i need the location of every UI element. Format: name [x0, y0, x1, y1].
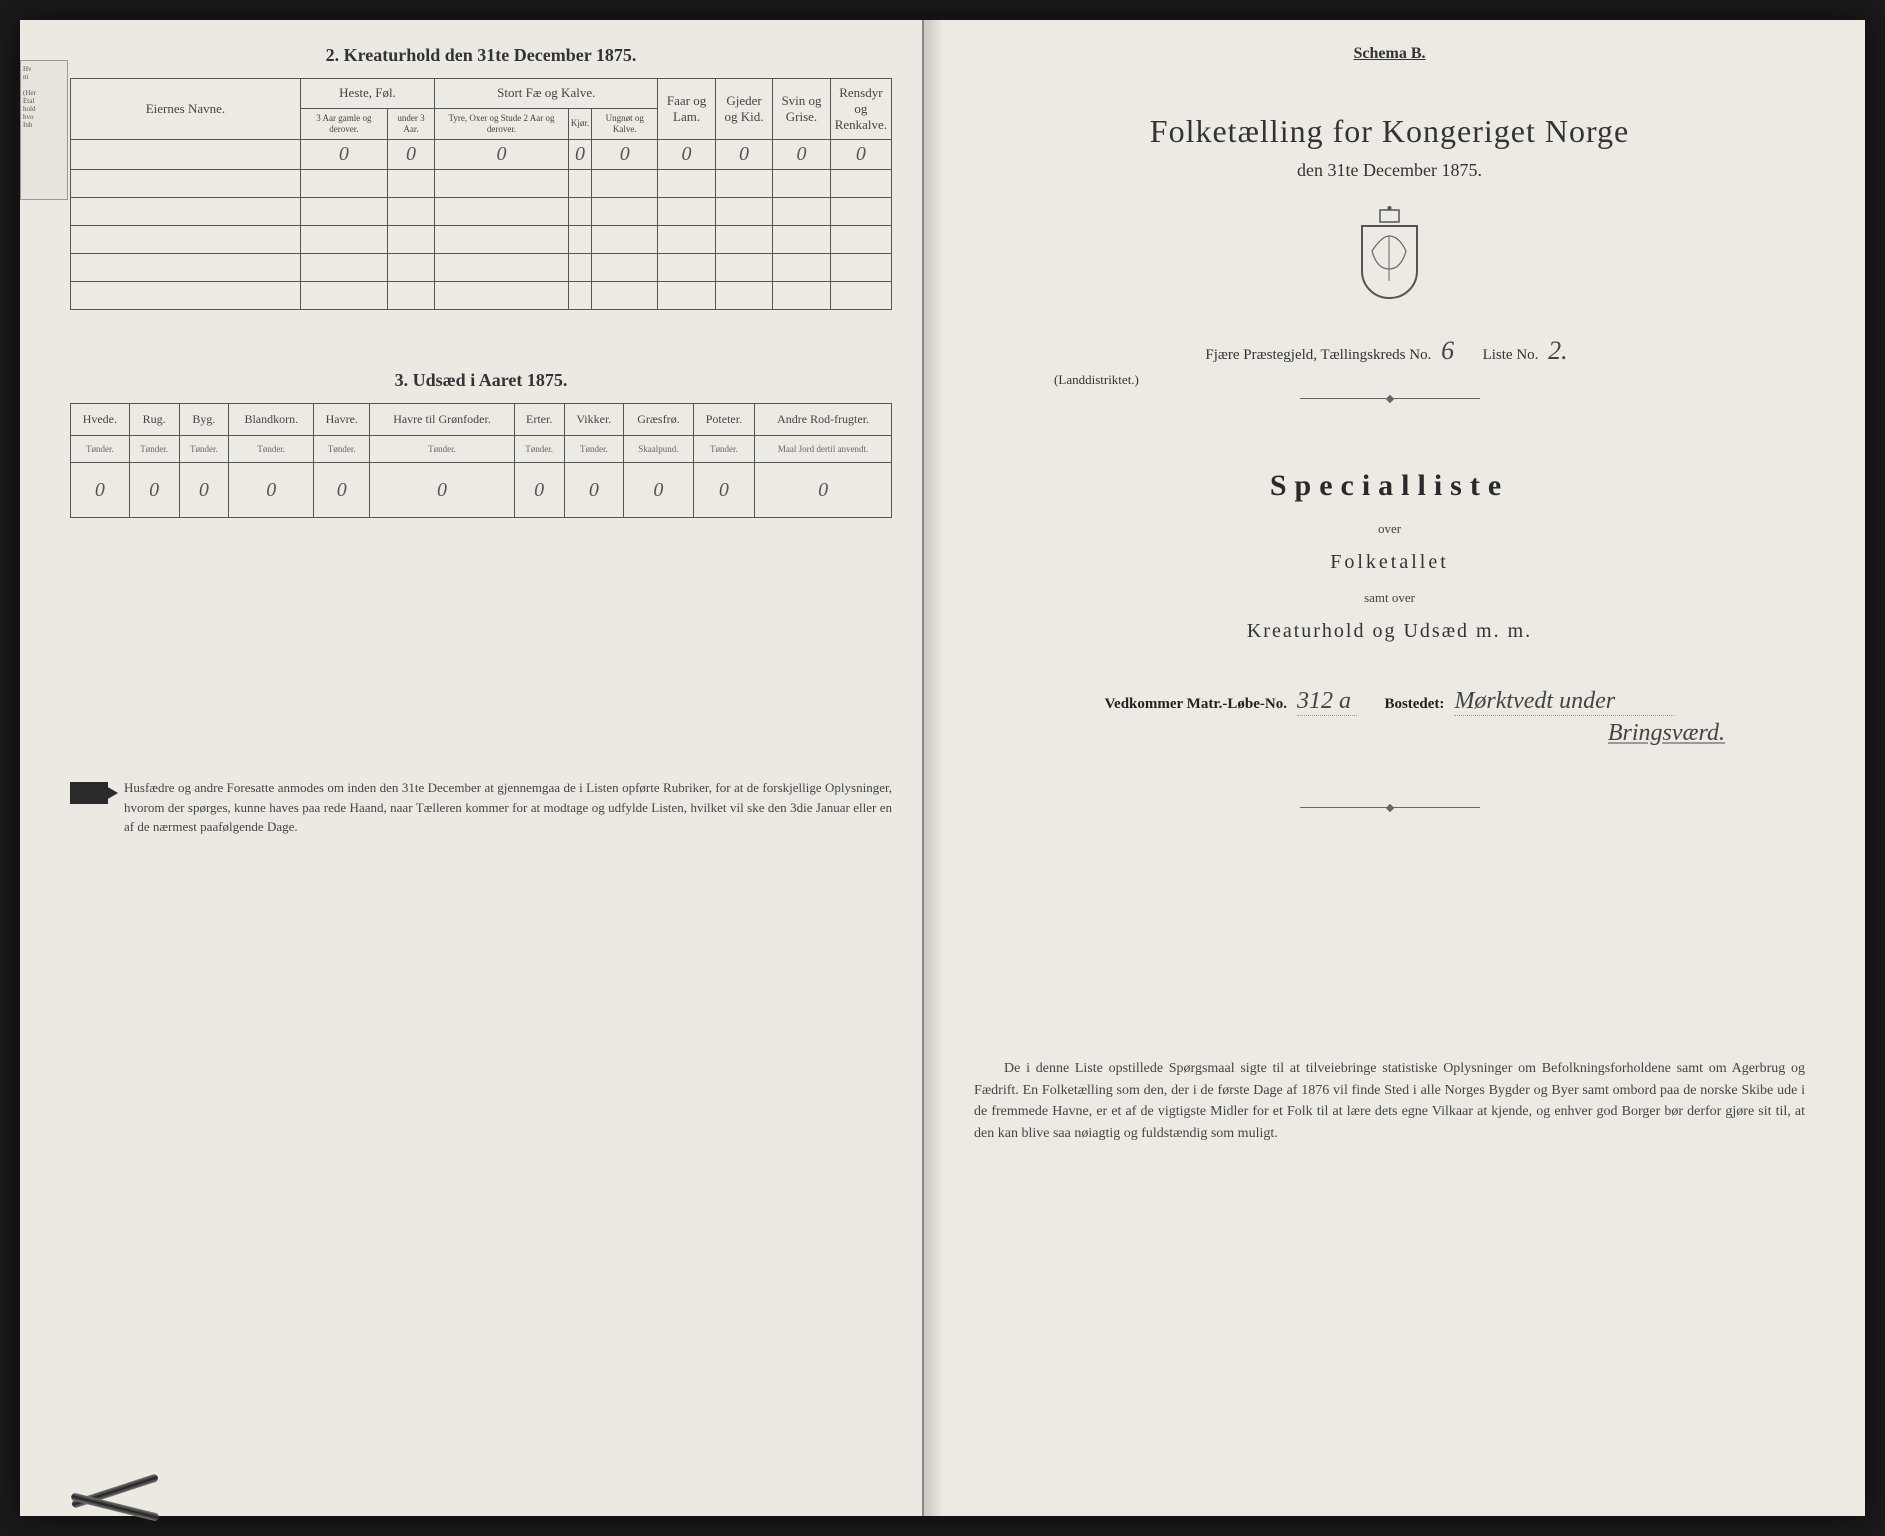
table-row: 0 0 0 0 0 0 0 0 0 0 0: [71, 463, 892, 518]
edge-tab-fragment: Hvni(HerEtalholdhvoInh: [20, 60, 68, 200]
pointing-hand-icon: [70, 782, 108, 804]
divider-ornament: [1300, 398, 1480, 399]
seed-table: Hvede. Rug. Byg. Blandkorn. Havre. Havre…: [70, 403, 892, 518]
left-page: Hvni(HerEtalholdhvoInh 2. Kreaturhold de…: [20, 20, 924, 1516]
table-row: [71, 198, 892, 226]
col-eierne: Eiernes Navne.: [71, 79, 301, 140]
table-header-row: Hvede. Rug. Byg. Blandkorn. Havre. Havre…: [71, 404, 892, 436]
samt-over-label: samt over: [974, 590, 1805, 606]
sub-stort3: Ungnøt og Kalve.: [592, 108, 658, 139]
col-faar: Faar og Lam.: [658, 79, 715, 140]
matr-no: 312 a: [1297, 688, 1357, 716]
landdistrikt-label: (Landdistriktet.): [1054, 372, 1805, 388]
liste-no: 2.: [1542, 336, 1574, 365]
schema-b-label: Schema B.: [974, 45, 1805, 63]
section3-title: 3. Udsæd i Aaret 1875.: [70, 370, 892, 391]
col-svin: Svin og Grise.: [773, 79, 830, 140]
instruction-block: Husfædre og andre Foresatte anmodes om i…: [70, 778, 892, 837]
main-subtitle: den 31te December 1875.: [974, 160, 1805, 181]
table-row: [71, 226, 892, 254]
instruction-text: Husfædre og andre Foresatte anmodes om i…: [124, 778, 892, 837]
folketallet-label: Folketallet: [974, 551, 1805, 574]
livestock-table: Eiernes Navne. Heste, Føl. Stort Fæ og K…: [70, 78, 892, 310]
table-row: 0 0 0 0 0 0 0 0 0: [71, 140, 892, 170]
sub-stort2: Kjør.: [568, 108, 591, 139]
table-row: [71, 282, 892, 310]
divider-ornament: [1300, 807, 1480, 808]
grp-heste: Heste, Føl.: [300, 79, 434, 109]
bostedet-line1: Mørktvedt under: [1454, 688, 1674, 716]
kreatur-line: Kreaturhold og Udsæd m. m.: [974, 620, 1805, 643]
kreds-no: 6: [1435, 336, 1460, 365]
table-row: [71, 254, 892, 282]
over-label: over: [974, 521, 1805, 537]
body-paragraph: De i denne Liste opstillede Spørgsmaal s…: [974, 1058, 1805, 1145]
col-rensdyr: Rensdyr og Renkalve.: [830, 79, 891, 140]
vedkommer-row: Vedkommer Matr.-Løbe-No. 312 a Bostedet:…: [974, 688, 1805, 716]
grp-stort: Stort Fæ og Kalve.: [435, 79, 658, 109]
sub-heste1: 3 Aar gamle og derover.: [300, 108, 387, 139]
table-subheader-row: Tønder. Tønder. Tønder. Tønder. Tønder. …: [71, 436, 892, 463]
parish-line: Fjære Præstegjeld, Tællingskreds No. 6 L…: [974, 336, 1805, 366]
coat-of-arms-icon: [1352, 206, 1427, 301]
specialliste-title: Specialliste: [974, 469, 1805, 503]
bostedet-line2: Bringsværd.: [974, 720, 1805, 747]
section2-title: 2. Kreaturhold den 31te December 1875.: [70, 45, 892, 66]
col-gjeder: Gjeder og Kid.: [715, 79, 772, 140]
sub-heste2: under 3 Aar.: [387, 108, 434, 139]
book-spread: Hvni(HerEtalholdhvoInh 2. Kreaturhold de…: [20, 20, 1865, 1516]
table-row: [71, 170, 892, 198]
sub-stort1: Tyre, Oxer og Stude 2 Aar og derover.: [435, 108, 569, 139]
binder-clip-icon: [70, 1481, 180, 1526]
main-title: Folketælling for Kongeriget Norge: [974, 113, 1805, 150]
right-page: Schema B. Folketælling for Kongeriget No…: [924, 20, 1865, 1516]
